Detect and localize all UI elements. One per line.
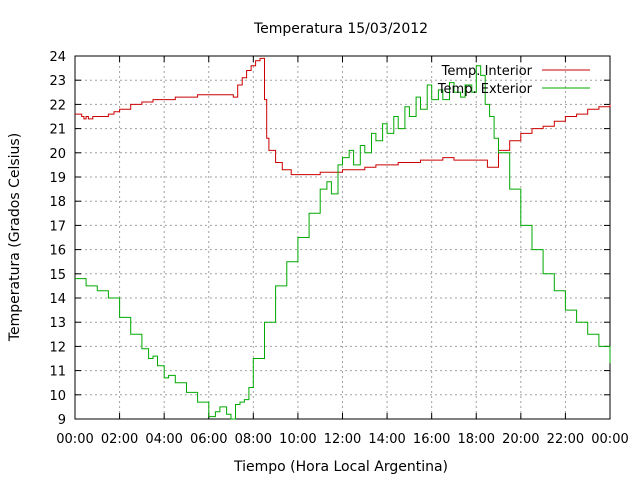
x-tick-label: 18:00 xyxy=(458,432,495,447)
legend-label-temp-interior: Temp. Interior xyxy=(441,64,533,79)
y-axis-label: Temperatura (Grados Celsius) xyxy=(7,133,23,342)
x-tick-label: 02:00 xyxy=(101,432,138,447)
y-tick-label: 15 xyxy=(49,268,66,283)
legend: Temp. Interior Temp. Exterior xyxy=(437,64,590,97)
y-tick-label: 19 xyxy=(49,171,66,186)
x-tick-label: 00:00 xyxy=(591,432,628,447)
y-tick-label: 14 xyxy=(49,292,66,307)
y-tick-label: 18 xyxy=(49,195,66,210)
x-tick-label: 04:00 xyxy=(145,432,182,447)
legend-label-temp-exterior: Temp. Exterior xyxy=(437,82,533,97)
y-tick-label: 23 xyxy=(49,74,66,89)
x-tick-label: 08:00 xyxy=(235,432,272,447)
y-tick-label: 11 xyxy=(49,365,66,380)
y-tick-label: 24 xyxy=(49,50,66,65)
y-tick-label: 13 xyxy=(49,316,66,331)
series-line-temp-interior xyxy=(75,57,611,176)
series-lines xyxy=(75,57,611,420)
y-tick-label: 20 xyxy=(49,147,66,162)
x-tick-label: 10:00 xyxy=(279,432,316,447)
x-tick-label: 12:00 xyxy=(324,432,361,447)
y-tick-label: 17 xyxy=(49,219,66,234)
x-tick-labels: 00:00 02:00 04:00 06:00 08:00 10:00 12:00 14:00… xyxy=(56,432,628,447)
x-tick-label: 06:00 xyxy=(190,432,227,447)
y-tick-label: 22 xyxy=(49,98,66,113)
axis-ticks xyxy=(74,55,611,420)
x-tick-label: 16:00 xyxy=(413,432,450,447)
x-axis-label: Tiempo (Hora Local Argentina) xyxy=(233,459,448,475)
x-tick-label: 20:00 xyxy=(502,432,539,447)
grid xyxy=(75,56,610,419)
y-tick-label: 21 xyxy=(49,123,66,138)
x-tick-label: 00:00 xyxy=(56,432,93,447)
y-tick-label: 10 xyxy=(49,389,66,404)
y-tick-labels: 9 10 11 12 13 14 15 16 17 18 19 20 21 22 23 24 xyxy=(49,50,66,428)
y-tick-label: 9 xyxy=(58,413,66,428)
x-tick-label: 22:00 xyxy=(547,432,584,447)
x-tick-label: 14:00 xyxy=(368,432,405,447)
series-line-temp-exterior xyxy=(75,65,611,420)
chart-title: Temperatura 15/03/2012 xyxy=(253,21,428,37)
y-tick-label: 12 xyxy=(49,340,66,355)
y-tick-label: 16 xyxy=(49,244,66,259)
